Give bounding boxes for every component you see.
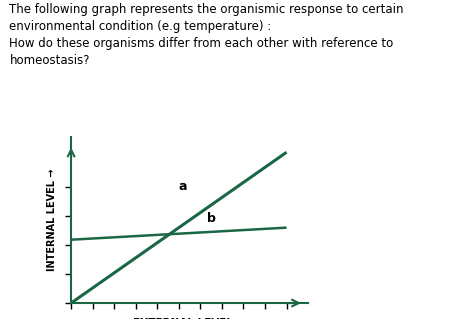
Text: b: b (207, 211, 216, 225)
Y-axis label: INTERNAL LEVEL →: INTERNAL LEVEL → (46, 169, 56, 271)
Text: a: a (179, 180, 187, 193)
X-axis label: EXTERNAL LEVEL →: EXTERNAL LEVEL → (133, 318, 246, 319)
Text: The following graph represents the organismic response to certain
environmental : The following graph represents the organ… (9, 3, 404, 67)
